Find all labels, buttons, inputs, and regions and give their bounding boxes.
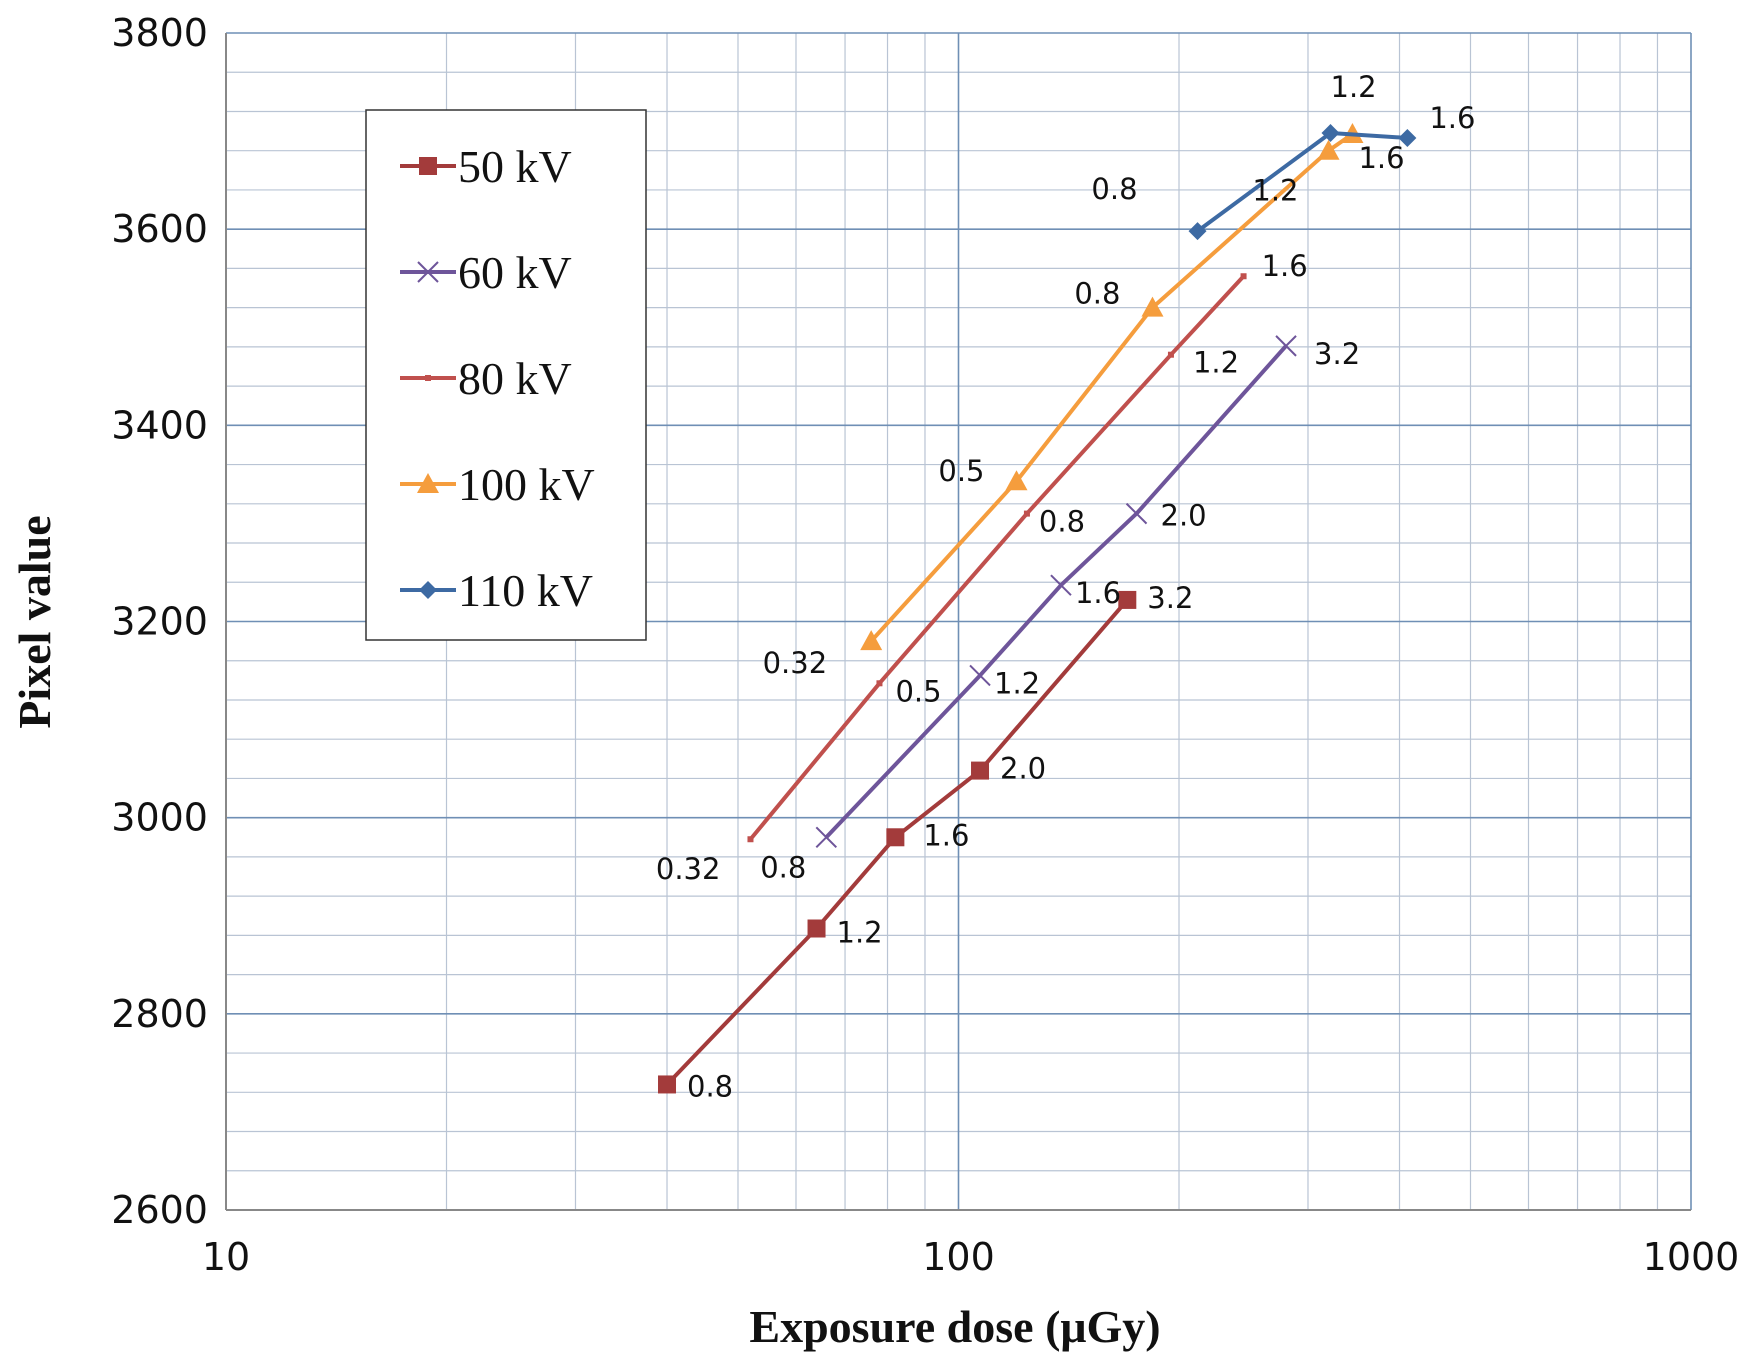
data-label-100-kv: 0.32 <box>763 646 828 680</box>
marker-stroke <box>1050 574 1072 596</box>
y-tick-label: 3000 <box>111 796 208 840</box>
y-tick-label: 3200 <box>111 600 208 644</box>
series-line-100-kv <box>869 132 1354 643</box>
data-label-60-kv: 1.2 <box>994 666 1040 700</box>
legend-label: 100 kV <box>458 459 595 510</box>
data-label-100-kv: 0.8 <box>1074 277 1120 311</box>
data-label-50-kv: 0.8 <box>687 1069 733 1103</box>
data-point-50-kv <box>886 828 905 847</box>
data-point-110-kv <box>1398 128 1417 147</box>
data-point-100-kv <box>860 630 883 651</box>
data-point-110-kv <box>1321 124 1340 143</box>
data-point-60-kv <box>1275 335 1297 357</box>
marker-stroke <box>1125 502 1148 525</box>
x-tick-label: 10 <box>202 1235 250 1279</box>
legend-item-80-kv: 80 kV <box>400 353 572 404</box>
legend-marker <box>425 375 431 381</box>
y-tick-label: 3600 <box>111 207 208 251</box>
grid <box>225 32 1692 1211</box>
y-tick-label: 3800 <box>111 11 208 55</box>
data-point-80-kv <box>1167 351 1174 358</box>
data-point-50-kv <box>1118 590 1137 609</box>
series-layer <box>658 123 1417 1094</box>
y-tick-label: 2800 <box>111 992 208 1036</box>
data-label-50-kv: 1.6 <box>923 818 969 852</box>
data-point-80-kv <box>876 680 883 687</box>
data-point-50-kv <box>971 761 990 780</box>
legend-marker <box>417 261 439 283</box>
series-line-80-kv <box>748 274 1246 841</box>
legend-label: 80 kV <box>458 353 572 404</box>
legend-marker <box>419 581 437 599</box>
data-label-110-kv: 0.8 <box>1091 172 1137 206</box>
data-point-80-kv <box>1023 510 1030 517</box>
data-point-110-kv <box>1188 222 1207 241</box>
data-point-60-kv <box>969 664 991 687</box>
data-label-60-kv: 2.0 <box>1161 499 1207 533</box>
legend: 50 kV 60 kV 80 kV 100 kV 110 kV <box>365 109 647 641</box>
legend-marker <box>417 473 439 493</box>
marker-stroke <box>815 826 838 848</box>
y-axis-title: Pixel value <box>9 515 60 728</box>
data-label-110-kv: 1.6 <box>1429 101 1475 135</box>
data-point-80-kv <box>747 836 754 843</box>
data-point-100-kv <box>1005 470 1028 491</box>
legend-item-60-kv: 60 kV <box>400 247 572 298</box>
data-label-80-kv: 0.5 <box>895 674 941 708</box>
data-point-60-kv <box>815 826 838 848</box>
legend-label: 110 kV <box>458 565 593 616</box>
data-label-80-kv: 0.32 <box>656 852 721 886</box>
data-point-50-kv <box>807 919 826 938</box>
legend-label: 60 kV <box>458 247 572 298</box>
data-label-110-kv: 1.2 <box>1331 70 1377 104</box>
legend-item-110-kv: 110 kV <box>400 565 593 616</box>
data-label-100-kv: 0.5 <box>938 454 984 488</box>
data-label-60-kv: 0.8 <box>760 850 806 884</box>
marker-stroke <box>417 261 439 283</box>
data-point-100-kv <box>1141 296 1164 317</box>
data-label-80-kv: 0.8 <box>1039 505 1085 539</box>
data-point-60-kv <box>1125 502 1148 525</box>
data-point-100-kv <box>1317 139 1340 160</box>
data-label-60-kv: 3.2 <box>1314 337 1360 371</box>
point-labels: 0.8 1.2 1.6 2.0 3.2 0.8 1.2 1.6 2.0 3.2 0.32 0.5 0.8… <box>656 70 1476 1103</box>
data-point-50-kv <box>658 1075 677 1094</box>
data-label-100-kv: 1.6 <box>1358 141 1404 175</box>
data-label-80-kv: 1.6 <box>1262 249 1308 283</box>
x-tick-label: 1000 <box>1643 1235 1740 1279</box>
data-label-50-kv: 3.2 <box>1147 581 1193 615</box>
legend-box <box>365 109 647 641</box>
data-label-80-kv: 1.2 <box>1193 346 1239 380</box>
data-point-60-kv <box>1050 574 1072 596</box>
x-axis-title: Exposure dose (μGy) <box>749 1301 1160 1352</box>
legend-marker <box>419 157 437 175</box>
data-point-80-kv <box>1240 273 1247 280</box>
marker-stroke <box>1275 335 1297 357</box>
y-tick-label: 2600 <box>111 1188 208 1232</box>
data-label-60-kv: 1.6 <box>1075 576 1121 610</box>
axes: 2600 2800 3000 3200 3400 3600 3800 10 100 1000 <box>111 11 1739 1279</box>
series-line-60-kv <box>824 344 1288 839</box>
data-label-50-kv: 2.0 <box>1000 752 1046 786</box>
data-label-100-kv: 1.2 <box>1252 174 1298 208</box>
x-tick-label: 100 <box>922 1235 995 1279</box>
legend-item-50-kv: 50 kV <box>400 141 572 192</box>
legend-item-100-kv: 100 kV <box>400 459 595 510</box>
marker-stroke <box>969 664 991 687</box>
legend-label: 50 kV <box>458 141 572 192</box>
data-label-50-kv: 1.2 <box>837 916 883 950</box>
y-tick-label: 3400 <box>111 403 208 447</box>
